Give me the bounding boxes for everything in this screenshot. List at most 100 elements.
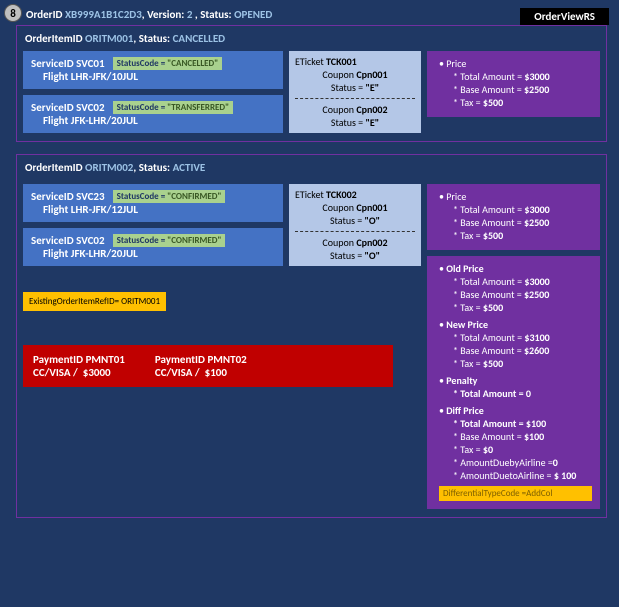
coupon-status: "O" — [365, 214, 381, 227]
orderitem-id: ORITM002 — [85, 161, 133, 174]
eticket-id: TCK001 — [326, 55, 357, 68]
coupon-status: "O" — [365, 249, 381, 262]
version: 2 — [187, 8, 193, 21]
base-label: * Base Amount = — [453, 83, 522, 96]
status-chip: StatusCode = "CONFIRMED" — [113, 234, 226, 247]
existing-ref-label: ExistingOrderItemRefID= — [29, 296, 119, 307]
service-id: SVC23 — [76, 190, 104, 203]
status-label: Status: — [200, 8, 231, 21]
diff-tax: $0 — [483, 443, 493, 456]
step-badge: 8 — [4, 4, 22, 22]
new-base-label: * Base Amount = — [453, 344, 522, 357]
total-amount: $3000 — [524, 203, 549, 216]
service-box: ServiceID SVC02 StatusCode = "CONFIRMED"… — [23, 228, 283, 266]
tax-amount: $500 — [483, 229, 503, 242]
differential-type-label: DifferentialTypeCode = — [443, 488, 526, 499]
version-label: Version: — [147, 8, 184, 21]
flight-label: Flight — [43, 247, 68, 260]
coupon-id: Cpn002 — [356, 236, 387, 249]
service-box: ServiceID SVC02 StatusCode = "TRANSFERRE… — [23, 95, 283, 133]
eticket-id: TCK002 — [326, 188, 357, 201]
due-by-airline-label: * AmountDuebyAirline = — [453, 456, 553, 469]
coupon-status-label: Status = — [330, 249, 362, 262]
order-header: OrderID XB999A1B1C2D3, Version: 2 , Stat… — [26, 8, 609, 25]
order-status: OPENED — [234, 8, 272, 21]
flight-route: JFK-LHR/20JUL — [71, 247, 138, 260]
payment-method: CC/VISA / — [155, 366, 200, 379]
old-total: $3000 — [524, 275, 549, 288]
flight-route: LHR-JFK/12JUL — [71, 203, 138, 216]
coupon-status-label: Status = — [331, 81, 363, 94]
status-chip: StatusCode = "TRANSFERRED" — [113, 101, 234, 114]
diff-price-title: Diff Price — [446, 404, 484, 417]
price-box: Price * Total Amount = $3000 * Base Amou… — [427, 184, 600, 250]
coupon-id: Cpn001 — [356, 201, 387, 214]
order-item-2: OrderItemID ORITM002, Status: ACTIVE Ser… — [16, 154, 607, 518]
flight-route: LHR-JFK/10JUL — [71, 70, 138, 83]
old-price-title: Old Price — [446, 262, 483, 275]
tax-amount: $500 — [483, 96, 503, 109]
payment-id: PMNT01 — [86, 353, 125, 366]
old-base: $2500 — [524, 288, 549, 301]
base-amount: $2500 — [524, 216, 549, 229]
status-chip: StatusCode = "CANCELLED" — [113, 57, 223, 70]
flight-route: JFK-LHR/20JUL — [71, 114, 138, 127]
due-by-airline: 0 — [553, 456, 558, 469]
service-id: SVC02 — [76, 101, 104, 114]
existing-ref-value: ORITM001 — [121, 296, 160, 307]
diff-base-label: * Base Amount = — [453, 430, 522, 443]
response-type-badge: OrderViewRS — [520, 8, 609, 25]
eticket-label: ETicket — [295, 188, 324, 201]
payments-box: PaymentID PMNT01 CC/VISA / $3000 Payment… — [23, 345, 393, 387]
order-id: XB999A1B1C2D3 — [65, 8, 142, 21]
service-label: ServiceID — [31, 234, 74, 247]
differential-type-box: DifferentialTypeCode =AddCol — [439, 486, 592, 501]
price-detail-box: Old Price * Total Amount = $3000 * Base … — [427, 256, 600, 509]
coupon-label: Coupon — [322, 201, 354, 214]
payment-1: PaymentID PMNT01 CC/VISA / $3000 — [33, 353, 125, 379]
service-label: ServiceID — [31, 57, 74, 70]
service-id: SVC01 — [76, 57, 104, 70]
order-item-1: OrderItemID ORITM001, Status: CANCELLED … — [16, 25, 607, 142]
new-total: $3100 — [524, 331, 549, 344]
base-label: * Base Amount = — [453, 216, 522, 229]
orderitem-status: CANCELLED — [173, 32, 226, 45]
price-title: Price — [439, 57, 592, 70]
due-to-airline: $ 100 — [554, 469, 577, 482]
coupon-label: Coupon — [322, 236, 354, 249]
price-box: Price * Total Amount = $3000 * Base Amou… — [427, 51, 600, 117]
coupon-id: Cpn001 — [356, 68, 387, 81]
tax-label: * Tax = — [453, 229, 481, 242]
price-title: Price — [439, 190, 592, 203]
coupon-status: "E" — [365, 116, 379, 129]
eticket-box: ETicket TCK002 Coupon Cpn001 Status = "O… — [289, 184, 421, 266]
old-base-label: * Base Amount = — [453, 288, 522, 301]
new-tax: $500 — [483, 357, 503, 370]
coupon-label: Coupon — [322, 103, 354, 116]
orderitem-label: OrderItemID — [25, 161, 83, 174]
flight-label: Flight — [43, 203, 68, 216]
total-label: * Total Amount = — [453, 203, 522, 216]
penalty-total: 0 — [526, 387, 531, 400]
flight-label: Flight — [43, 70, 68, 83]
payment-id: PMNT02 — [207, 353, 246, 366]
orderitem-status-label: Status: — [139, 32, 170, 45]
service-box: ServiceID SVC01 StatusCode = "CANCELLED"… — [23, 51, 283, 89]
coupon-id: Cpn002 — [356, 103, 387, 116]
coupon-status-label: Status = — [331, 116, 363, 129]
new-tax-label: * Tax = — [453, 357, 481, 370]
eticket-label: ETicket — [295, 55, 324, 68]
differential-type-value: AddCol — [526, 488, 552, 499]
service-label: ServiceID — [31, 101, 74, 114]
service-box: ServiceID SVC23 StatusCode = "CONFIRMED"… — [23, 184, 283, 222]
new-price-title: New Price — [446, 318, 488, 331]
diff-base: $100 — [524, 430, 544, 443]
orderitem-status: ACTIVE — [173, 161, 206, 174]
service-label: ServiceID — [31, 190, 74, 203]
payment-method: CC/VISA / — [33, 366, 78, 379]
orderitem-status-label: Status: — [139, 161, 170, 174]
service-id: SVC02 — [76, 234, 104, 247]
tax-label: * Tax = — [453, 96, 481, 109]
coupon-status-label: Status = — [330, 214, 362, 227]
penalty-total-label: * Total Amount = — [453, 387, 524, 400]
